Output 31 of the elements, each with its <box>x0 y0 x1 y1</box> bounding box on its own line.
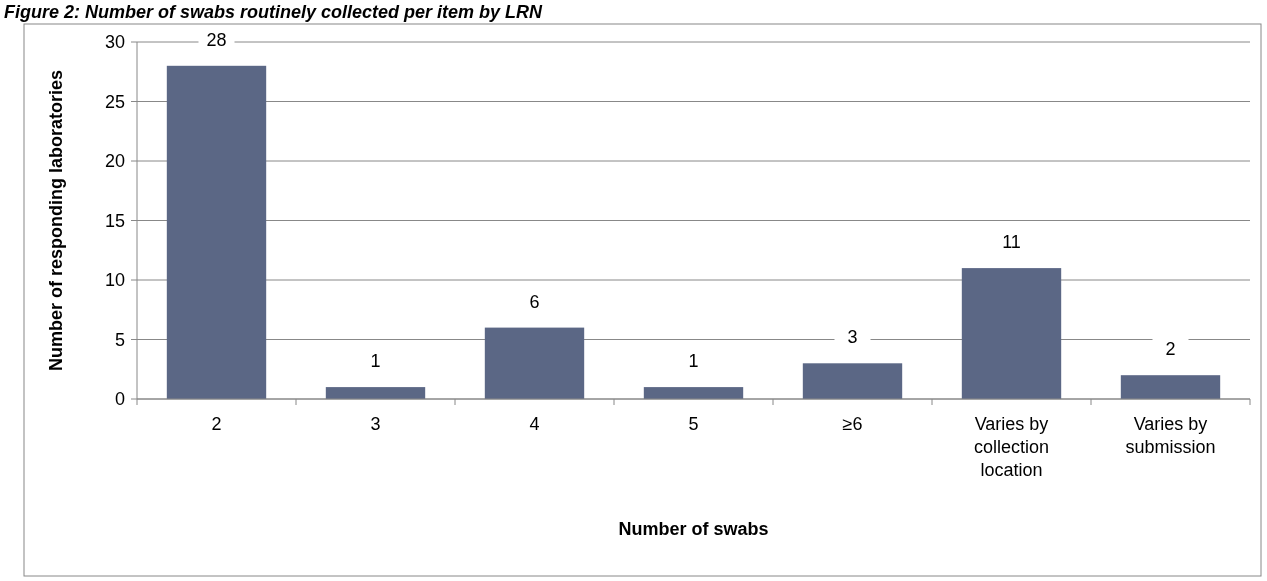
y-axis-title: Number of responding laboratories <box>46 69 66 372</box>
data-label: 11 <box>1002 232 1021 253</box>
x-tick-label: 4 <box>529 414 540 434</box>
y-tick-label: 10 <box>104 270 125 290</box>
y-tick-label: 25 <box>104 91 125 112</box>
data-label: 3 <box>847 327 858 348</box>
y-tick-label: 15 <box>104 210 125 231</box>
data-label: 2 <box>1165 339 1176 360</box>
x-tick-label: ≥6 <box>842 414 863 434</box>
x-tick-label: Varies by submission <box>1125 414 1216 457</box>
bar <box>643 387 744 399</box>
data-label: 6 <box>529 291 540 312</box>
x-tick-label: 2 <box>211 414 222 434</box>
bar <box>1120 375 1221 399</box>
chart-title: Figure 2: Number of swabs routinely collected per item by LRN <box>4 2 544 22</box>
bar <box>166 65 267 399</box>
y-tick-label: 30 <box>104 32 125 52</box>
bar <box>802 363 903 399</box>
bar <box>484 327 585 399</box>
x-axis-title: Number of swabs <box>618 519 769 539</box>
bar <box>961 268 1062 399</box>
y-tick-label: 20 <box>104 151 125 171</box>
bar <box>325 387 426 399</box>
data-label: 28 <box>206 29 227 50</box>
y-tick-label: 0 <box>114 389 125 409</box>
x-tick-label: Varies by collection location <box>973 414 1050 480</box>
data-label: 1 <box>688 351 699 372</box>
x-tick-label: 5 <box>688 414 699 434</box>
data-label: 1 <box>370 351 381 372</box>
x-tick-label: 3 <box>370 414 381 434</box>
y-tick-label: 5 <box>114 329 125 350</box>
